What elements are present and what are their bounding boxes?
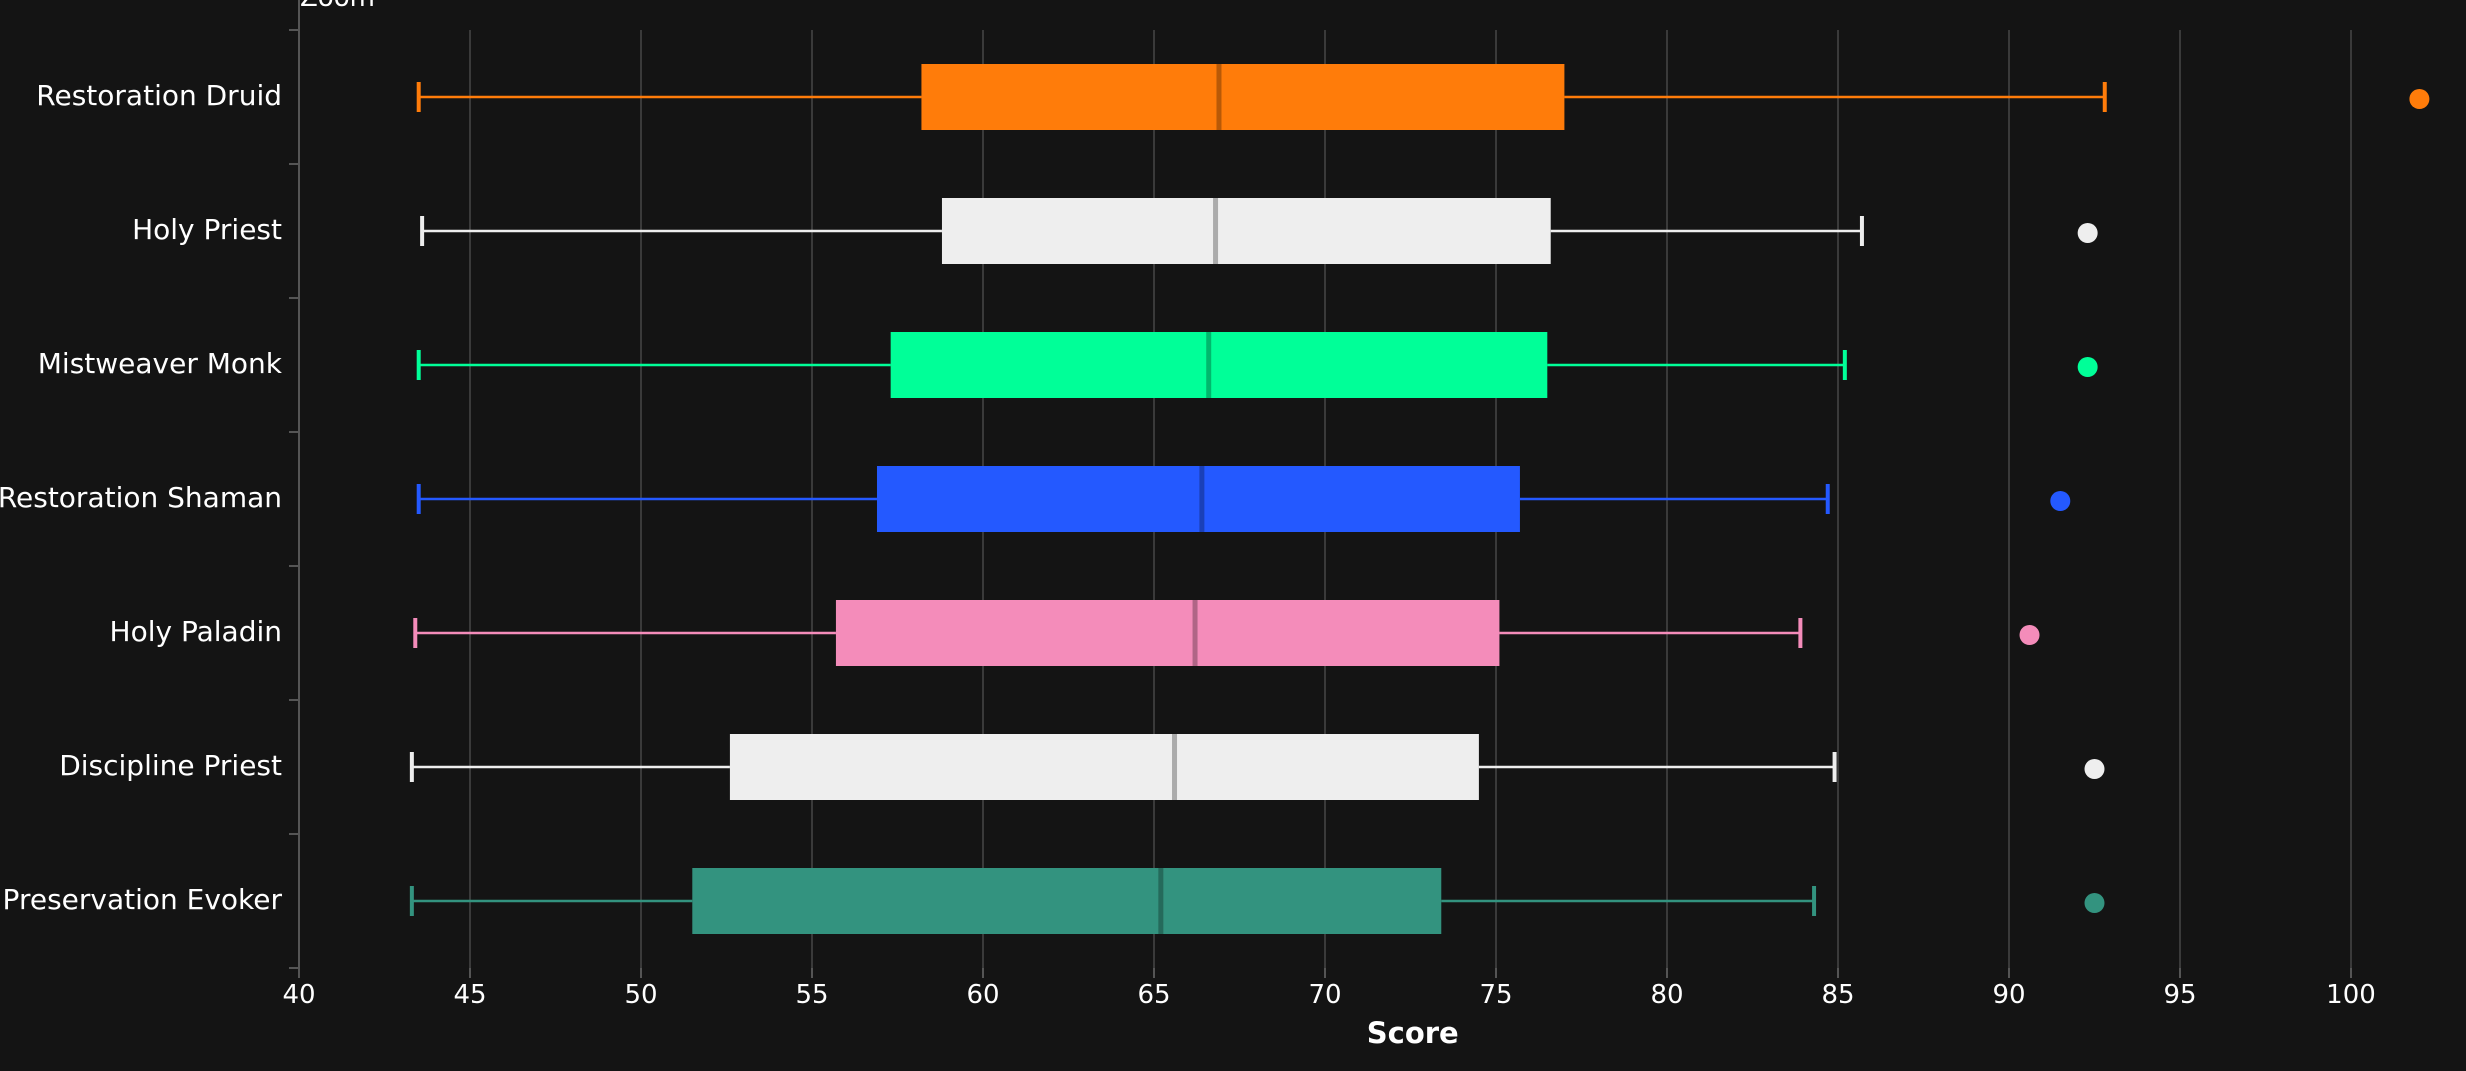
zoom-label[interactable]: Zoom	[300, 0, 375, 13]
box-holy-priest	[420, 198, 2098, 264]
x-tick-label: 60	[966, 980, 999, 1010]
category-label: Holy Priest	[132, 213, 282, 246]
x-tick-label: 65	[1137, 980, 1170, 1010]
x-tick-label: 75	[1479, 980, 1512, 1010]
outlier-point	[2409, 89, 2430, 109]
x-tick-label: 50	[624, 980, 657, 1010]
x-tick-label: 80	[1650, 980, 1683, 1010]
outlier-point	[2084, 893, 2105, 913]
x-tick-label: 85	[1821, 980, 1854, 1010]
outlier-point	[2077, 223, 2098, 243]
x-tick-label: 95	[2163, 980, 2196, 1010]
x-tick-label: 70	[1308, 980, 1341, 1010]
box-series	[409, 64, 2430, 934]
box-restoration-druid	[416, 64, 2430, 130]
iqr-box	[941, 198, 1551, 264]
category-label: Holy Paladin	[110, 615, 282, 648]
iqr-box	[835, 600, 1500, 666]
iqr-box	[890, 332, 1548, 398]
category-label: Mistweaver Monk	[38, 347, 283, 380]
box-discipline-priest	[409, 734, 2105, 800]
category-label: Discipline Priest	[59, 749, 282, 782]
iqr-box	[921, 64, 1565, 130]
x-tick-label: 45	[453, 980, 486, 1010]
iqr-box	[876, 466, 1520, 532]
x-tick-label: 40	[282, 980, 315, 1010]
category-label: Preservation Evoker	[3, 883, 283, 916]
category-labels: Restoration Druid Holy Priest Mistweaver M…	[0, 79, 283, 916]
outlier-point	[2019, 625, 2040, 645]
x-tick-label: 55	[795, 980, 828, 1010]
outlier-point	[2050, 491, 2071, 511]
category-label: Restoration Druid	[36, 79, 282, 112]
iqr-box	[729, 734, 1479, 800]
x-tick-label: 90	[1992, 980, 2025, 1010]
x-axis-title: Score	[1367, 1016, 1459, 1050]
x-tick-label: 100	[2326, 980, 2376, 1010]
box-preservation-evoker	[409, 868, 2105, 934]
category-label: Restoration Shaman	[0, 481, 282, 514]
axes	[289, 0, 2352, 978]
box-mistweaver-monk	[416, 332, 2098, 398]
box-restoration-shaman	[416, 466, 2071, 532]
outlier-point	[2084, 759, 2105, 779]
tick-labels: 40 45 50 55 60 65 70 75 80 85 90 95 100	[282, 980, 2375, 1010]
box-holy-paladin	[413, 600, 2040, 666]
iqr-box	[692, 868, 1442, 934]
outlier-point	[2077, 357, 2098, 377]
